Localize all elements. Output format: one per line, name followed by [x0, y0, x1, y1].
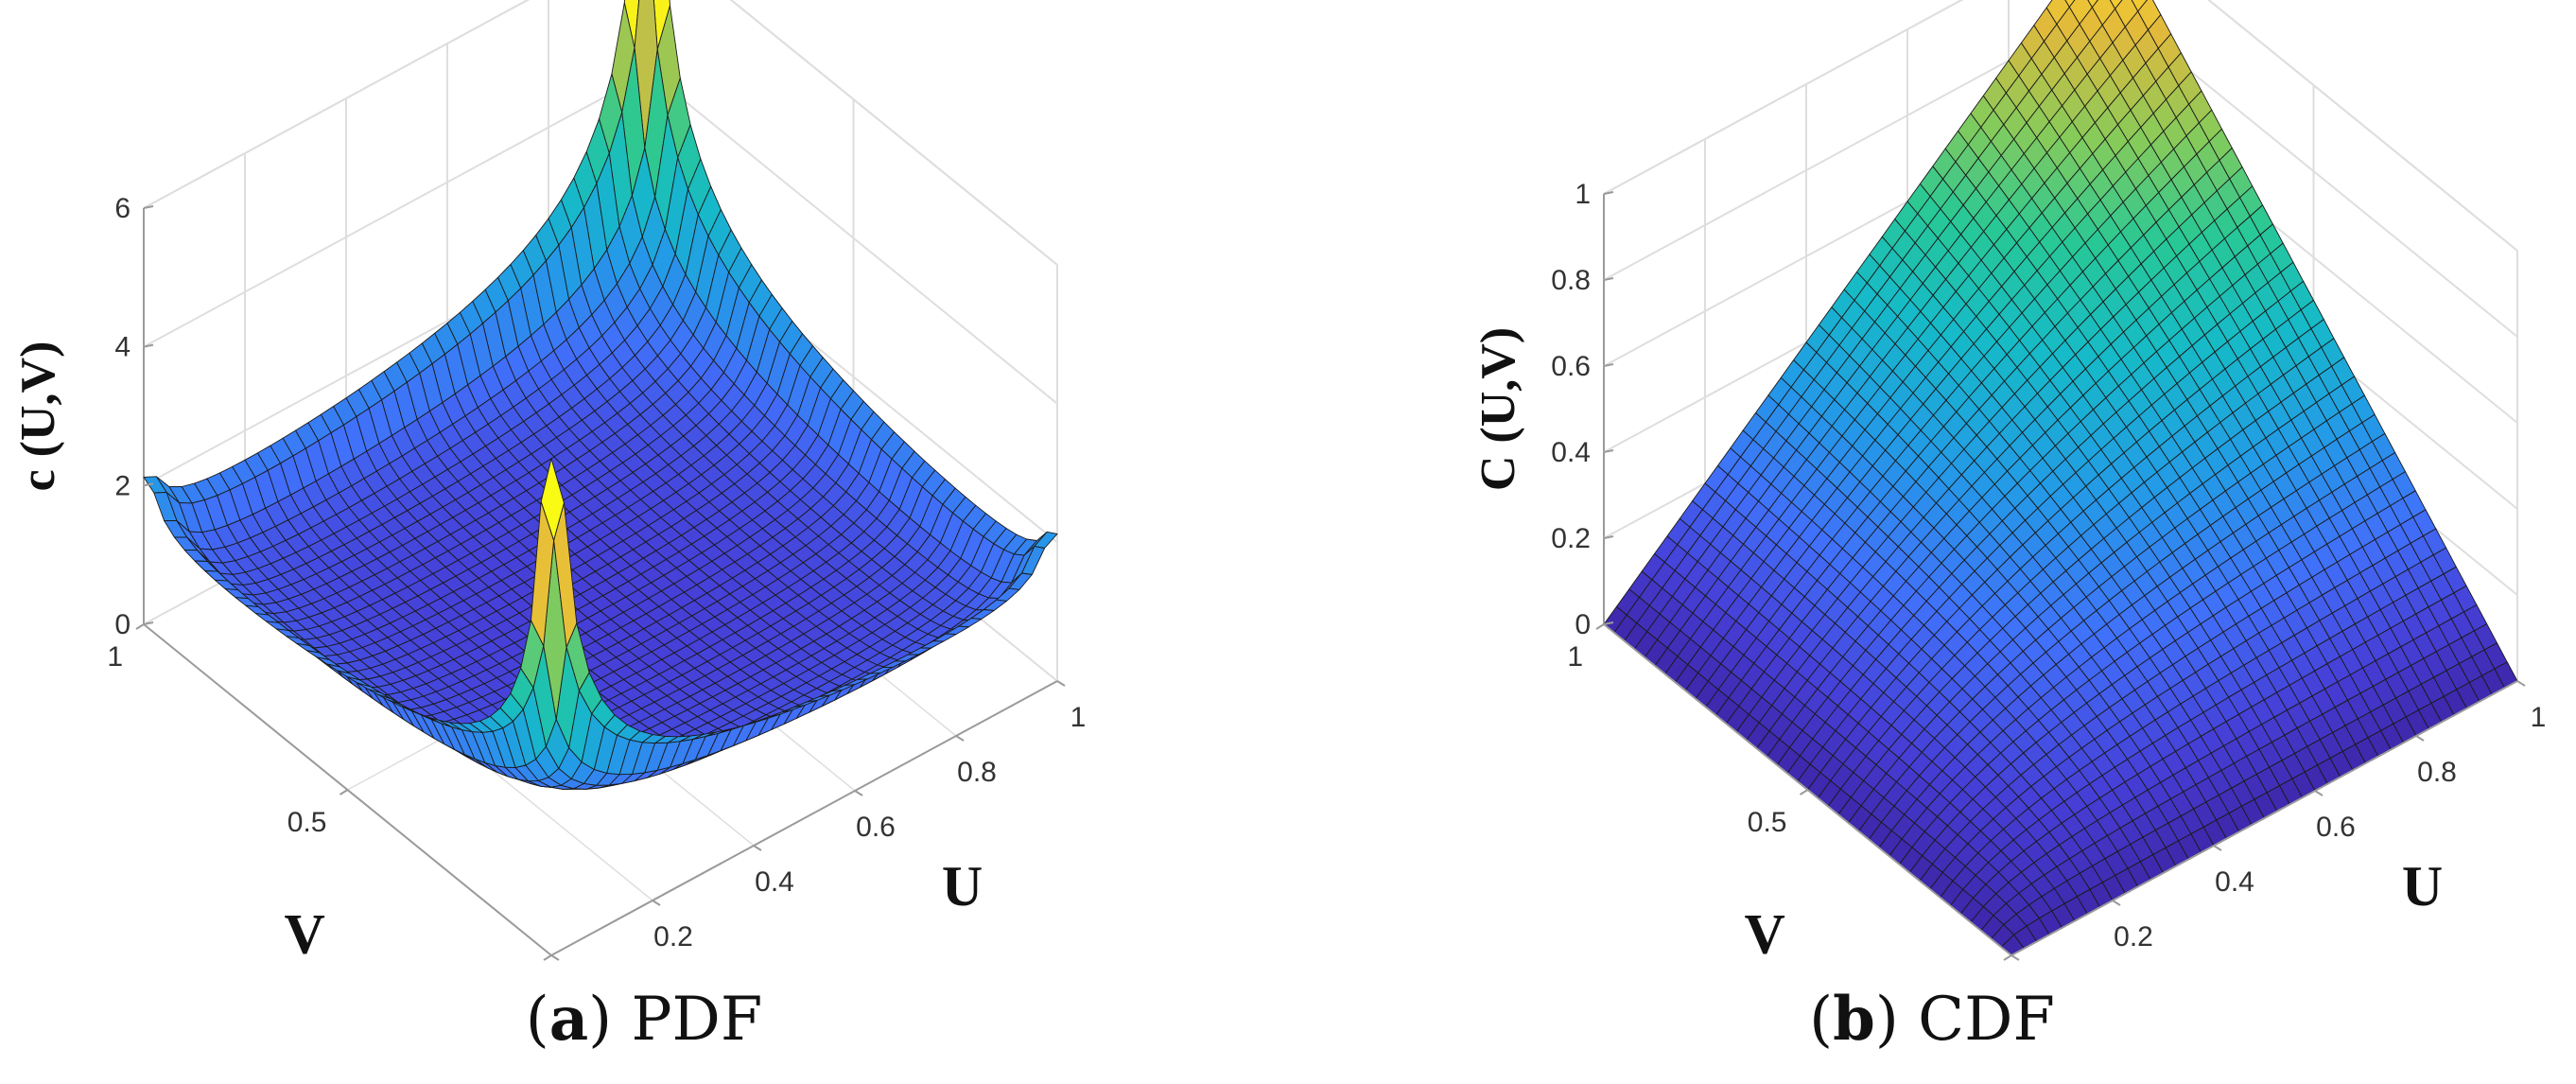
- pdf-caption-close: ): [588, 985, 613, 1055]
- pdf-z-tick-mark: [143, 621, 154, 625]
- pdf-z-tick-label: 2: [114, 470, 131, 501]
- cdf-u-tick-mark: [2112, 900, 2121, 906]
- pdf-u-tick-mark: [1056, 680, 1066, 687]
- pdf-surface: [143, 0, 1058, 790]
- pdf-u-axis-line: [550, 680, 1058, 956]
- cdf-z-tick-mark: [1603, 449, 1614, 453]
- pdf-u-tick-mark: [753, 845, 762, 851]
- cdf-u-tick-mark: [2213, 845, 2222, 851]
- cdf-z-axis-label: C (U,V): [1471, 327, 1525, 491]
- cdf-z-tick-mark: [1603, 621, 1614, 625]
- cdf-v-tick-label: 0.5: [1748, 807, 1787, 838]
- cdf-u-tick-label: 0.6: [2316, 812, 2356, 843]
- cdf-caption-text: CDF: [1898, 985, 2055, 1055]
- cdf-axis-labels: U V C (U,V): [1471, 327, 2443, 966]
- cdf-u-tick-label: 0.8: [2417, 757, 2457, 788]
- cdf-u-tick-label: 0.4: [2215, 866, 2254, 898]
- pdf-grid-z-3: [143, 0, 1058, 266]
- pdf-surface-cell: [540, 458, 565, 541]
- cdf-surface-cell: [2087, 0, 2098, 9]
- pdf-z-tick-mark: [143, 343, 154, 348]
- pdf-z-tick-label: 0: [114, 609, 131, 640]
- cdf-z-tick-label: 0.4: [1551, 437, 1591, 468]
- cdf-u-tick-mark: [2314, 790, 2324, 796]
- pdf-v-tick-label: 1: [107, 641, 123, 673]
- cdf-u-axis-line: [2010, 680, 2518, 956]
- pdf-v-tick-label: 0: [514, 972, 531, 974]
- cdf-v-tick-mark: [1595, 623, 1605, 630]
- pdf-v-axis-label: V: [284, 903, 324, 966]
- cdf-caption-close: ): [1874, 985, 1899, 1055]
- pdf-u-tick-label: 1: [1070, 702, 1087, 733]
- cdf-z-tick-mark: [1603, 277, 1614, 281]
- pdf-caption: (a) PDF: [0, 984, 1288, 1055]
- cdf-z-tick-label: 1: [1575, 179, 1591, 210]
- cdf-caption-label: b: [1833, 984, 1875, 1055]
- pdf-caption-open: (: [525, 985, 549, 1055]
- pdf-v-tick-label: 0.5: [287, 807, 327, 838]
- cdf-u-tick-label: 0.2: [2114, 921, 2153, 953]
- cdf-z-tick-label: 0.8: [1551, 265, 1591, 296]
- pdf-u-axis-label: U: [942, 855, 983, 918]
- cdf-z-tick-mark: [1603, 363, 1614, 367]
- cdf-u-tick-mark: [2516, 680, 2526, 687]
- cdf-z-tick-mark: [1603, 191, 1614, 195]
- cdf-z-tick-label: 0.2: [1551, 523, 1591, 554]
- cdf-z-tick-mark: [1603, 535, 1614, 539]
- pdf-v-tick-mark: [543, 954, 552, 961]
- pdf-caption-label: a: [548, 984, 589, 1055]
- pdf-u-tick-label: 0.6: [856, 812, 896, 843]
- cdf-v-tick-mark: [2003, 954, 2012, 961]
- pdf-z-axis-label: c (U,V): [11, 341, 65, 492]
- pdf-axis-labels: U Vc (U,V): [11, 341, 983, 966]
- pdf-box-top-left: [143, 0, 530, 209]
- pdf-u-tick-mark: [550, 954, 560, 961]
- cdf-v-tick-mark: [1799, 789, 1809, 796]
- cdf-z-tick-label: 0: [1575, 609, 1591, 640]
- pdf-u-tick-mark: [955, 735, 965, 742]
- pdf-caption-text: PDF: [612, 985, 763, 1055]
- pdf-v-tick-mark: [135, 623, 145, 630]
- cdf-v-tick-label: 1: [1567, 641, 1583, 673]
- cdf-u-tick-mark: [2010, 954, 2020, 961]
- cdf-u-tick-mark: [2415, 735, 2425, 742]
- pdf-z-tick-label: 6: [114, 193, 131, 224]
- pdf-u-tick-label: 0.4: [755, 866, 794, 898]
- cdf-u-tick-label: 1: [2531, 702, 2547, 733]
- pdf-u-tick-mark: [652, 900, 661, 906]
- pdf-v-tick-mark: [339, 789, 349, 796]
- pdf-u-tick-mark: [854, 790, 863, 796]
- cdf-v-tick-label: 0: [1975, 972, 1991, 974]
- pdf-z-tick-mark: [143, 205, 154, 209]
- cdf-caption: (b) CDF: [1288, 984, 2576, 1055]
- pdf-z-tick-label: 4: [114, 332, 131, 363]
- cdf-v-axis-label: V: [1744, 903, 1784, 966]
- cdf-surface: [1603, 0, 2518, 956]
- pdf-u-tick-label: 0.2: [653, 921, 693, 953]
- cdf-surface-cell: [2109, 0, 2123, 9]
- pdf-z-tick-mark: [143, 482, 154, 487]
- cdf-surface-cell: [2064, 0, 2076, 8]
- pdf-u-tick-label: 0.8: [957, 757, 997, 788]
- cdf-grid-z-5: [1603, 0, 2518, 252]
- cdf-u-axis-label: U: [2402, 855, 2443, 918]
- cdf-z-tick-label: 0.6: [1551, 351, 1591, 382]
- cdf-caption-open: (: [1809, 985, 1834, 1055]
